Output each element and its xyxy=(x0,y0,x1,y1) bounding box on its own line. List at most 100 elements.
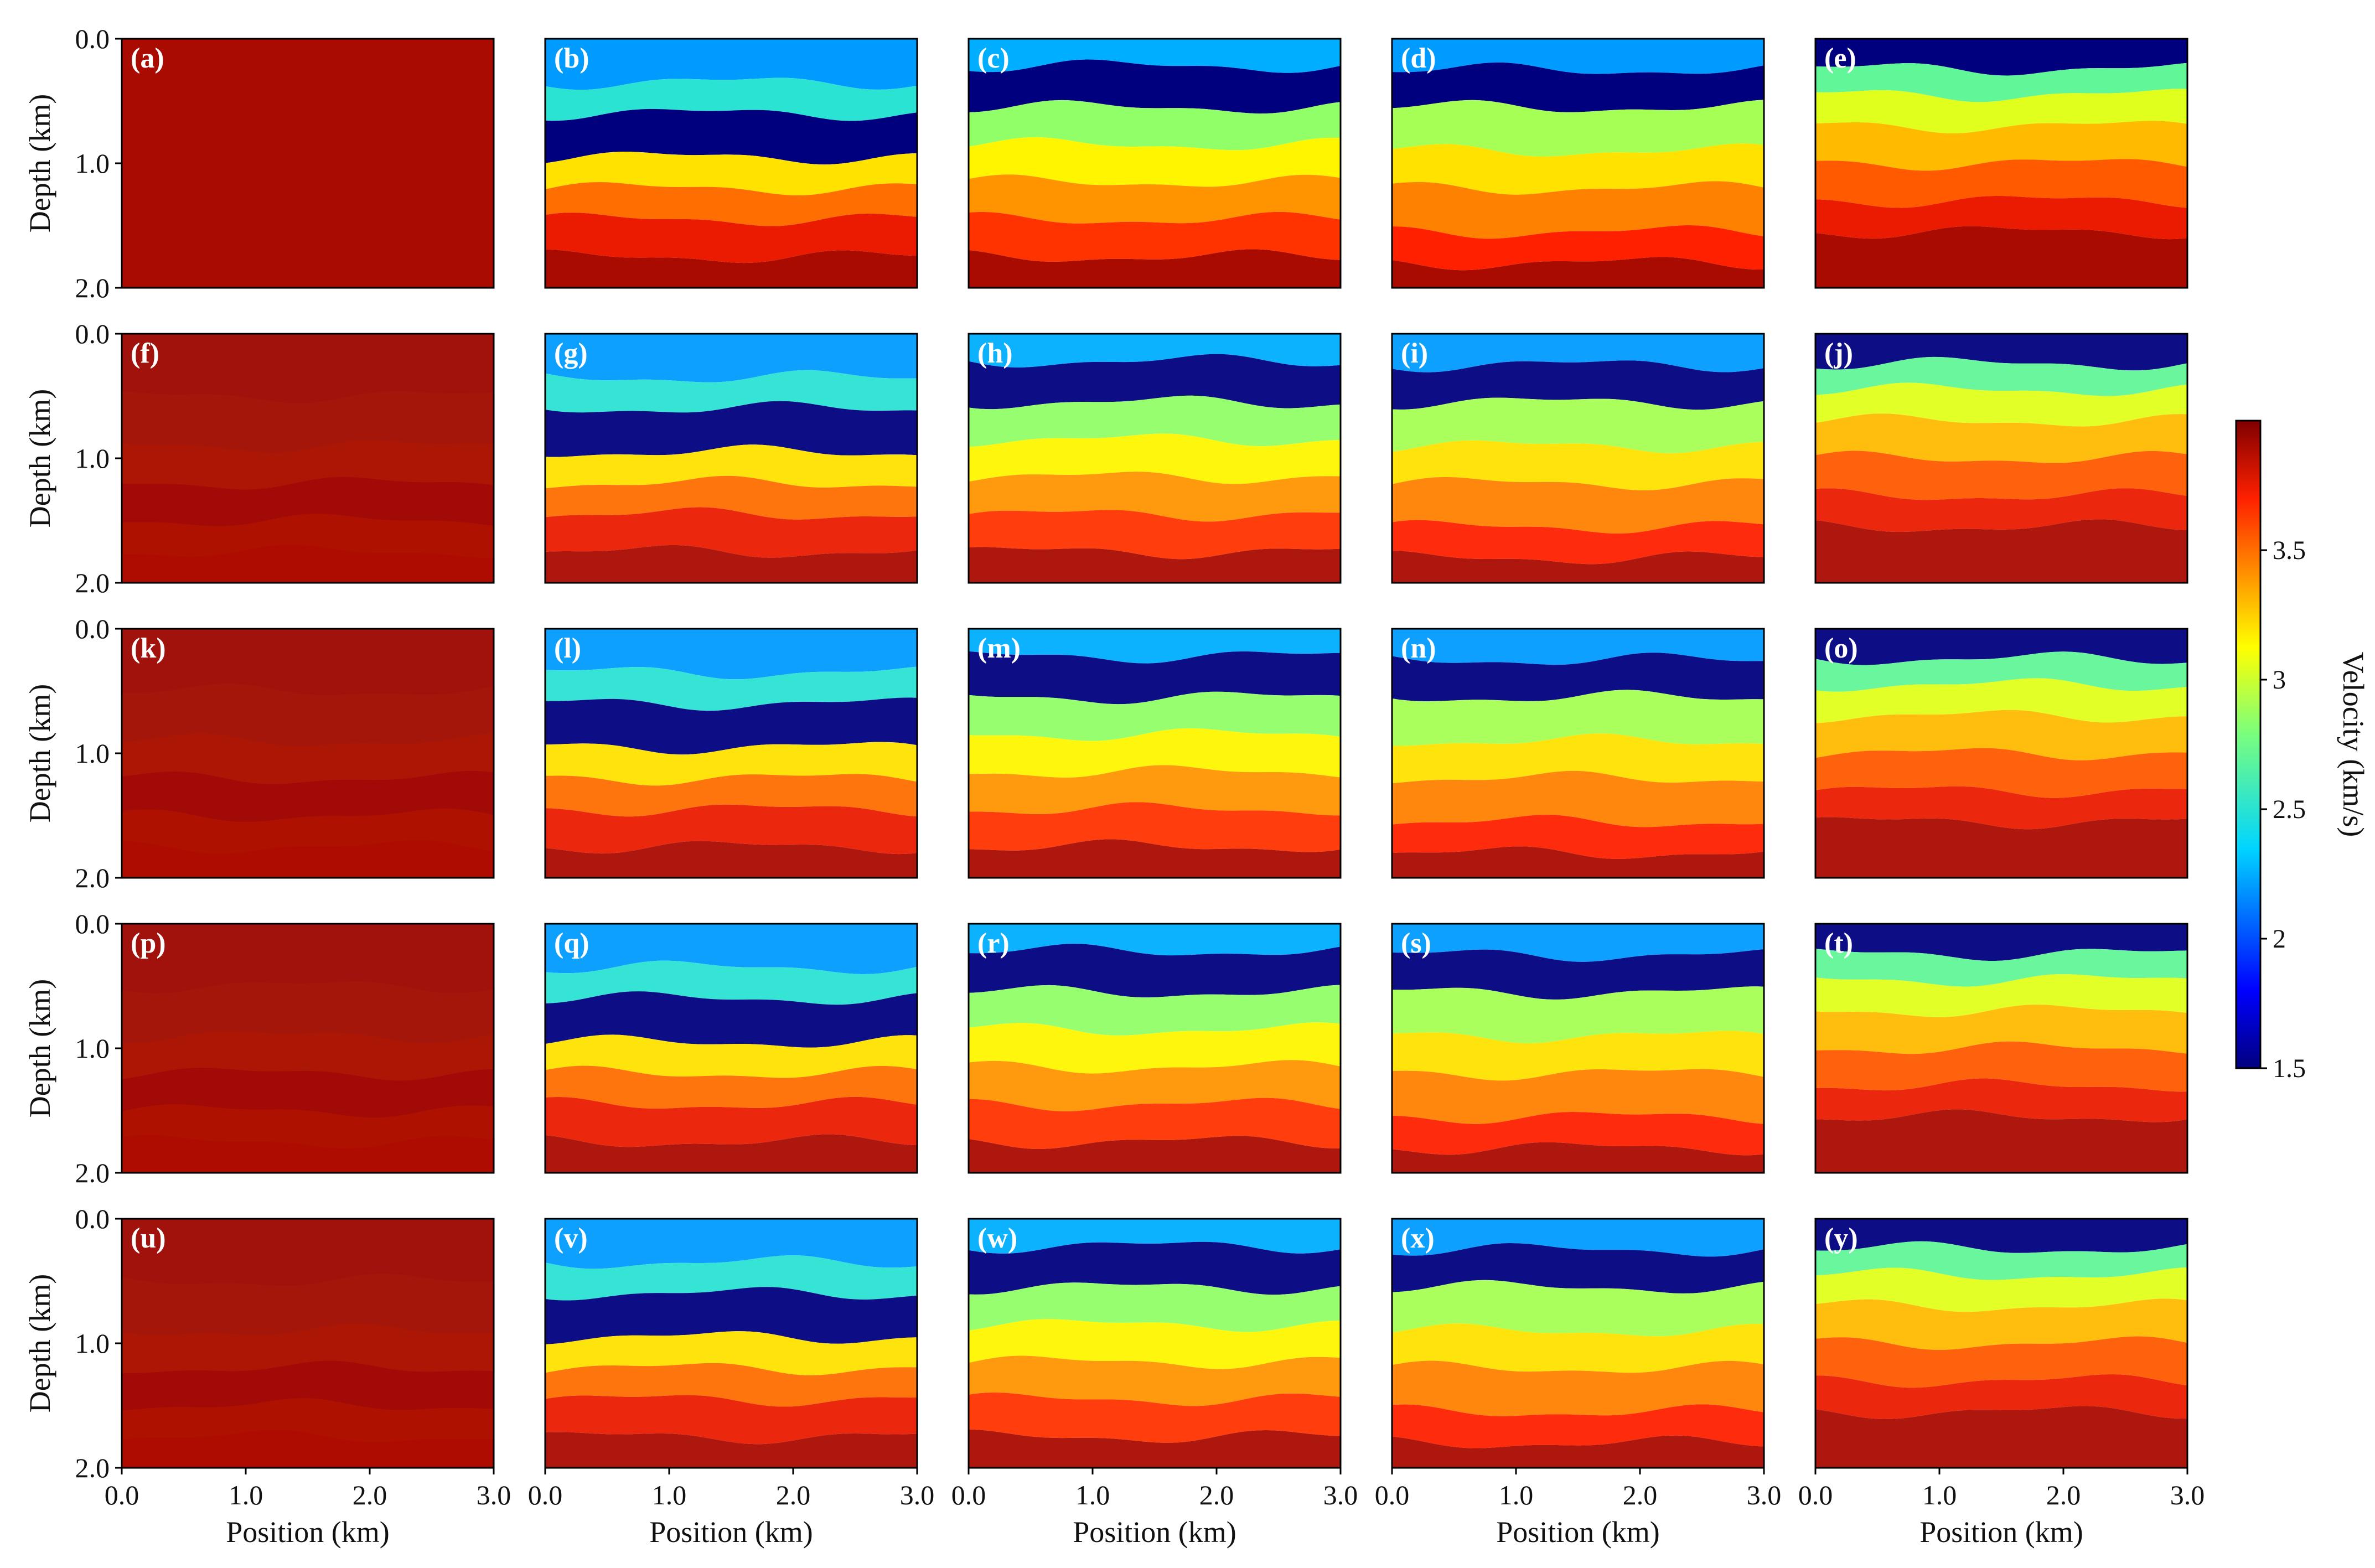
panel-label: (x) xyxy=(1401,1223,1435,1254)
panel-a: (a) 0.0 1.0 2.0 Depth (km) xyxy=(23,23,495,303)
y-axis-label: Depth (km) xyxy=(23,94,56,232)
layer-1 xyxy=(969,651,1341,705)
x-tick-label: 2.0 xyxy=(1199,1479,1234,1510)
layer-1 xyxy=(969,944,1341,997)
layer-0 xyxy=(1815,39,2187,76)
panel-frame xyxy=(1814,1218,2188,1469)
x-axis-label: Position (km) xyxy=(1496,1515,1660,1549)
layer-0 xyxy=(1392,629,1764,665)
layer-4 xyxy=(1392,181,1764,239)
layer-4 xyxy=(1392,770,1764,827)
layer-4 xyxy=(969,472,1341,522)
layer-3 xyxy=(545,1331,917,1375)
layer-4 xyxy=(1392,1360,1764,1416)
layer-1 xyxy=(1815,651,2187,692)
panel-label: (d) xyxy=(1401,43,1436,74)
layer-0 xyxy=(545,39,917,90)
y-tick-label: 0.0 xyxy=(75,23,110,54)
layer-6 xyxy=(1392,551,1764,583)
y-tick-label: 1.0 xyxy=(75,443,110,474)
layer-6 xyxy=(545,545,917,583)
layer-6 xyxy=(1392,846,1764,878)
x-tick-label: 3.0 xyxy=(477,1479,511,1510)
x-tick-label: 2.0 xyxy=(1623,1479,1658,1510)
y-tick-label: 2.0 xyxy=(75,1452,110,1483)
layer-4 xyxy=(969,765,1341,816)
panel-frame xyxy=(1391,923,1765,1174)
x-tick-label: 1.0 xyxy=(652,1479,687,1510)
layer-0 xyxy=(545,334,917,382)
colorbar-label: Velocity (km/s) xyxy=(2337,652,2370,837)
panel-label: (n) xyxy=(1401,633,1436,664)
panel-i: (i) xyxy=(1391,333,1765,584)
x-tick-label: 0.0 xyxy=(528,1479,563,1510)
layer-6 xyxy=(1815,519,2187,583)
layer-0 xyxy=(969,629,1341,664)
y-tick-label: 0.0 xyxy=(75,908,110,939)
y-tick-label: 2.0 xyxy=(75,1157,110,1188)
layer-0 xyxy=(1815,924,2187,961)
layer-6 xyxy=(545,249,917,288)
x-axis-label: Position (km) xyxy=(1919,1515,2083,1549)
layer-1 xyxy=(1392,1243,1764,1293)
panel-label: (a) xyxy=(131,43,164,74)
panel-o: (o) xyxy=(1814,628,2188,879)
layer-0 xyxy=(1815,334,2187,371)
x-tick-label: 0.0 xyxy=(1798,1479,1833,1510)
x-tick-label: 3.0 xyxy=(2170,1479,2205,1510)
layer-3 xyxy=(1815,121,2187,171)
x-tick-label: 0.0 xyxy=(105,1479,139,1510)
layer-5 xyxy=(969,1393,1341,1443)
layer-0 xyxy=(1815,629,2187,665)
x-tick-label: 2.0 xyxy=(776,1479,811,1510)
layer-3 xyxy=(545,1034,917,1078)
layer-2 xyxy=(1392,986,1764,1043)
panel-c: (c) xyxy=(967,38,1342,289)
panel-label: (v) xyxy=(554,1223,588,1254)
panel-label: (s) xyxy=(1401,928,1431,959)
panel-label: (g) xyxy=(554,338,588,369)
panel-frame xyxy=(967,923,1342,1174)
x-tick-label: 1.0 xyxy=(229,1479,263,1510)
y-tick-label: 0.0 xyxy=(75,318,110,349)
panel-frame xyxy=(967,628,1342,879)
panel-f: (f) 0.0 1.0 2.0 Depth (km) xyxy=(23,318,495,598)
panel-p: (p) 0.0 1.0 2.0 Depth (km) xyxy=(23,908,495,1188)
x-tick-label: 2.0 xyxy=(353,1479,387,1510)
x-axis-label: Position (km) xyxy=(649,1515,813,1549)
layer-5 xyxy=(969,1098,1341,1149)
panel-t: (t) xyxy=(1814,923,2188,1174)
panel-g: (g) xyxy=(544,333,918,584)
layer-5 xyxy=(1392,225,1764,271)
layer-6 xyxy=(122,39,494,288)
layer-0 xyxy=(969,924,1341,956)
layer-3 xyxy=(1392,143,1764,195)
layer-0 xyxy=(545,629,917,680)
layer-5 xyxy=(1815,488,2187,532)
layer-6 xyxy=(122,334,494,583)
layer-4 xyxy=(1815,1336,2187,1388)
layer-4 xyxy=(1815,451,2187,500)
layer-0 xyxy=(969,39,1341,73)
panel-frame xyxy=(1814,38,2188,289)
layer-4 xyxy=(545,774,917,817)
layer-5 xyxy=(545,804,917,855)
y-axis-label: Depth (km) xyxy=(23,684,56,822)
panel-frame xyxy=(967,38,1342,289)
panel-grid: (a) 0.0 1.0 2.0 Depth (km) (b) (c) (d) (e) (f) 0.0… xyxy=(23,23,2205,1549)
y-axis-label: Depth (km) xyxy=(23,979,56,1117)
layer-0 xyxy=(545,924,917,974)
panel-frame xyxy=(967,333,1342,584)
layer-1 xyxy=(1392,360,1764,410)
y-axis-label: Depth (km) xyxy=(23,1274,56,1412)
layer-6 xyxy=(969,547,1341,583)
layer-3 xyxy=(969,728,1341,778)
layer-2 xyxy=(969,985,1341,1036)
layer-2 xyxy=(545,697,917,755)
panel-frame xyxy=(544,923,918,1174)
layer-2 xyxy=(1392,690,1764,746)
panel-label: (f) xyxy=(131,338,159,369)
layer-4 xyxy=(969,1355,1341,1406)
layer-4 xyxy=(1815,159,2187,208)
